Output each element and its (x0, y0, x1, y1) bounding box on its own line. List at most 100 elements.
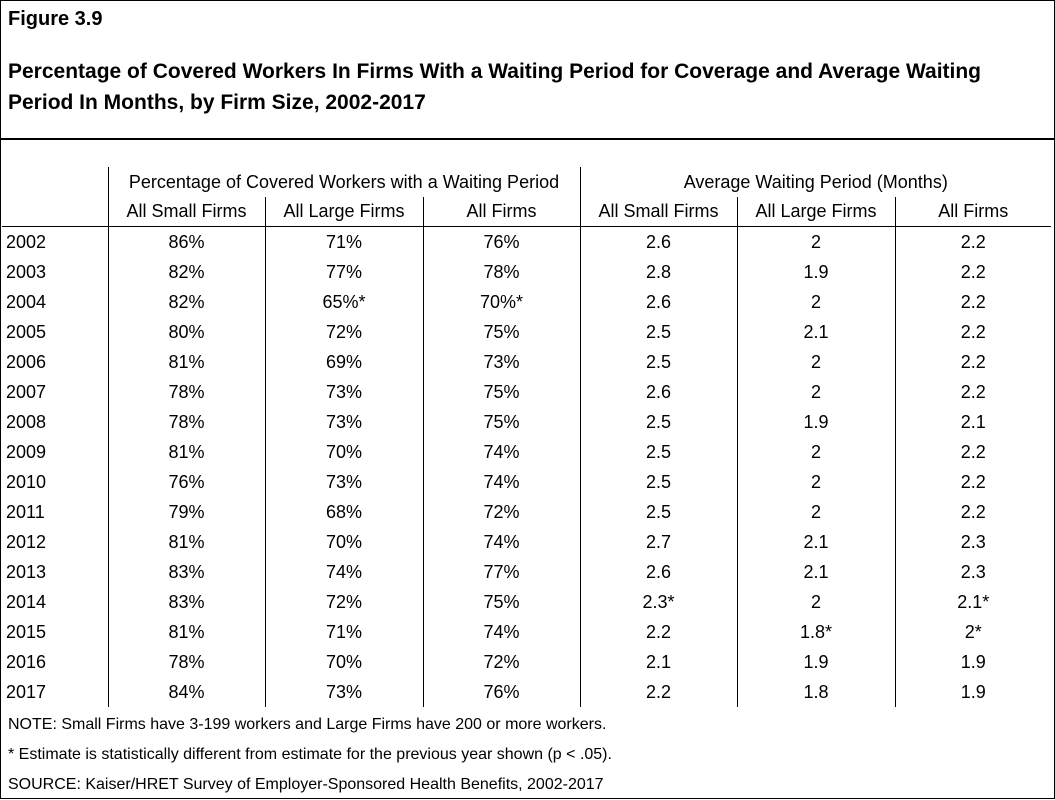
table-cell: 2.2 (894, 317, 1051, 347)
table-cell: 2.1 (894, 407, 1051, 437)
table-cell: 74% (422, 527, 580, 557)
table-cell: 2.3* (579, 587, 737, 617)
table-cell: 70% (264, 647, 423, 677)
row-year-label: 2013 (6, 561, 47, 582)
row-year-label: 2015 (6, 621, 47, 642)
table-cell: 81% (107, 617, 265, 647)
table-cell: 2 (736, 467, 895, 497)
table-cell: 1.8* (736, 617, 895, 647)
table-cell: 2.5 (579, 407, 737, 437)
table-cell: 75% (422, 407, 580, 437)
table-cell: 2.2 (579, 617, 737, 647)
table-row: 2005 80% 72% 75% 2.5 2.1 2.2 (2, 317, 1051, 347)
table-cell: 2.7 (579, 527, 737, 557)
table-cell: 75% (422, 587, 580, 617)
table-row: 2002 86% 71% 76% 2.6 2 2.2 (2, 226, 1051, 257)
table-cell: 78% (422, 257, 580, 287)
table-cell: 2.5 (579, 437, 737, 467)
row-year-label: 2017 (6, 681, 47, 702)
table-cell: 72% (422, 497, 580, 527)
table-cell: 71% (264, 617, 423, 647)
table-cell: 84% (107, 677, 265, 707)
table-cell: 1.9 (736, 407, 895, 437)
note-text: NOTE: Small Firms have 3-199 workers and… (8, 716, 607, 733)
table-cell: 2.6 (579, 287, 737, 317)
table-cell: 2.3 (894, 557, 1051, 587)
table-cell: 2.2 (579, 677, 737, 707)
table-cell: 83% (107, 587, 265, 617)
table-cell: 2 (736, 497, 895, 527)
table-cell: 2.6 (579, 557, 737, 587)
table-cell: 77% (422, 557, 580, 587)
table-cell: 70%* (422, 287, 580, 317)
table-cell: 1.9 (894, 677, 1051, 707)
table-cell: 2.2 (894, 226, 1051, 257)
table-row: 2015 81% 71% 74% 2.2 1.8* 2* (2, 617, 1051, 647)
table-cell: 81% (107, 347, 265, 377)
table-cell: 1.9 (894, 647, 1051, 677)
column-header: All Firms (894, 197, 1051, 227)
table-row: 2012 81% 70% 74% 2.7 2.1 2.3 (2, 527, 1051, 557)
table-cell: 2 (736, 377, 895, 407)
column-header: All Firms (422, 197, 580, 227)
table-cell: 81% (107, 527, 265, 557)
table-cell: 78% (107, 407, 265, 437)
table-row: 2003 82% 77% 78% 2.8 1.9 2.2 (2, 257, 1051, 287)
row-year-label: 2007 (6, 381, 47, 402)
column-header-row: All Small Firms All Large Firms All Firm… (2, 197, 1051, 227)
table-cell: 65%* (264, 287, 423, 317)
table-cell: 2 (736, 347, 895, 377)
row-year-label: 2004 (6, 291, 47, 312)
group-header-percentage: Percentage of Covered Workers with a Wai… (107, 167, 580, 197)
group-header-average: Average Waiting Period (Months) (579, 167, 1051, 197)
table-row: 2013 83% 74% 77% 2.6 2.1 2.3 (2, 557, 1051, 587)
notes-block: NOTE: Small Firms have 3-199 workers and… (8, 710, 612, 800)
table-cell: 73% (264, 377, 423, 407)
table-cell: 72% (264, 587, 423, 617)
table-cell: 2.5 (579, 467, 737, 497)
table-row: 2004 82% 65%* 70%* 2.6 2 2.2 (2, 287, 1051, 317)
table-cell: 78% (107, 647, 265, 677)
table-cell: 2.1* (894, 587, 1051, 617)
table-cell: 2.2 (894, 467, 1051, 497)
corner-cell (2, 167, 108, 197)
table-cell: 74% (264, 557, 423, 587)
figure-header: Figure 3.9 Percentage of Covered Workers… (1, 1, 1054, 140)
table-row: 2016 78% 70% 72% 2.1 1.9 1.9 (2, 647, 1051, 677)
table-cell: 2.1 (736, 317, 895, 347)
table-cell: 2 (736, 587, 895, 617)
table-cell: 2.5 (579, 497, 737, 527)
table-cell: 2.2 (894, 377, 1051, 407)
row-year-label: 2011 (6, 501, 45, 522)
row-year-label: 2002 (6, 231, 47, 252)
table-cell: 2 (736, 226, 895, 257)
table-cell: 75% (422, 377, 580, 407)
table-cell: 74% (422, 437, 580, 467)
table-row: 2006 81% 69% 73% 2.5 2 2.2 (2, 347, 1051, 377)
table-cell: 70% (264, 437, 423, 467)
table-row: 2011 79% 68% 72% 2.5 2 2.2 (2, 497, 1051, 527)
table-cell: 74% (422, 467, 580, 497)
table-cell: 72% (264, 317, 423, 347)
table-cell: 2.2 (894, 287, 1051, 317)
table-cell: 2.2 (894, 497, 1051, 527)
column-header: All Small Firms (107, 197, 265, 227)
table-cell: 2.5 (579, 347, 737, 377)
table-cell: 81% (107, 437, 265, 467)
table-cell: 75% (422, 317, 580, 347)
table-cell: 2.2 (894, 437, 1051, 467)
table-cell: 76% (422, 226, 580, 257)
table-cell: 74% (422, 617, 580, 647)
table-row: 2009 81% 70% 74% 2.5 2 2.2 (2, 437, 1051, 467)
table-cell: 2.5 (579, 317, 737, 347)
figure-label: Figure 3.9 (8, 8, 103, 30)
group-header-row: Percentage of Covered Workers with a Wai… (2, 167, 1051, 197)
table-cell: 76% (422, 677, 580, 707)
table-row: 2014 83% 72% 75% 2.3* 2 2.1* (2, 587, 1051, 617)
table-cell: 2.2 (894, 257, 1051, 287)
row-year-label: 2008 (6, 411, 47, 432)
table-cell: 2* (894, 617, 1051, 647)
table-cell: 78% (107, 377, 265, 407)
table-cell: 79% (107, 497, 265, 527)
